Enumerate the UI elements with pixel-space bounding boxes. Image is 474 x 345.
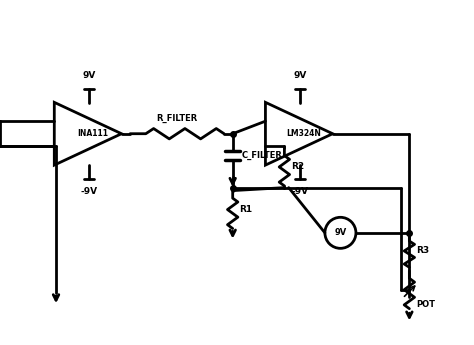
Text: 9V: 9V [82,71,95,80]
Text: LM324N: LM324N [286,129,321,138]
Text: C_FILTER: C_FILTER [241,151,282,160]
Text: 9V: 9V [293,71,307,80]
Text: R1: R1 [239,205,253,214]
Text: POT: POT [416,300,435,309]
Text: R_FILTER: R_FILTER [156,114,198,124]
Text: R2: R2 [292,162,304,171]
Text: INA111: INA111 [77,129,108,138]
Text: -9V: -9V [80,187,97,196]
Text: -9V: -9V [292,187,309,196]
Text: 9V: 9V [334,228,346,237]
Text: R3: R3 [416,246,429,255]
